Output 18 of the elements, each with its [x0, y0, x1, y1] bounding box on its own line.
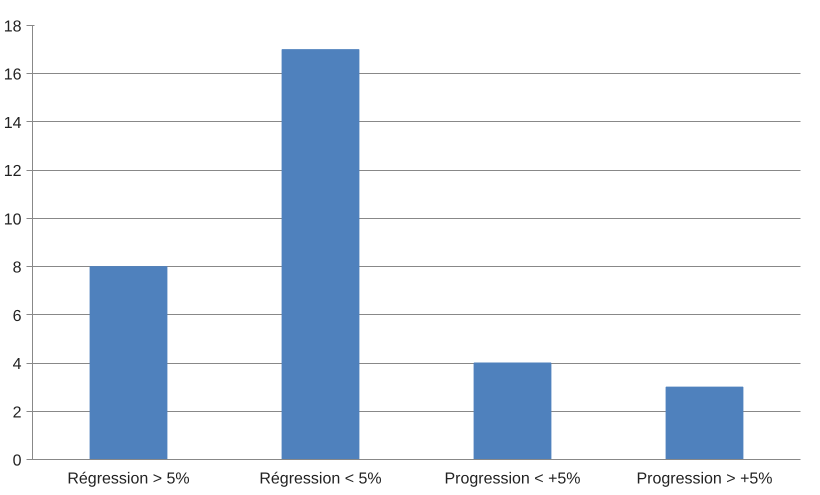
y-tick-label: 8 — [12, 260, 22, 277]
bar — [282, 49, 360, 460]
y-tick-label: 12 — [4, 163, 22, 180]
x-tick-label: Progression > +5% — [636, 470, 773, 488]
bar — [666, 386, 744, 460]
y-tick-label: 4 — [12, 356, 22, 374]
y-tick-label: 10 — [4, 211, 22, 228]
y-tick-label: 2 — [12, 404, 22, 422]
y-tick-label: 14 — [4, 114, 22, 132]
bar — [90, 266, 168, 460]
x-tick-label: Régression < 5% — [259, 470, 382, 488]
x-tick-label: Régression > 5% — [67, 470, 190, 488]
y-tick-label: 0 — [12, 452, 22, 470]
x-tick-label: Progression < +5% — [444, 470, 581, 488]
y-tick-label: 6 — [12, 308, 22, 325]
bar — [474, 362, 552, 460]
y-tick-label: 18 — [4, 18, 22, 36]
y-tick-label: 16 — [4, 66, 22, 84]
